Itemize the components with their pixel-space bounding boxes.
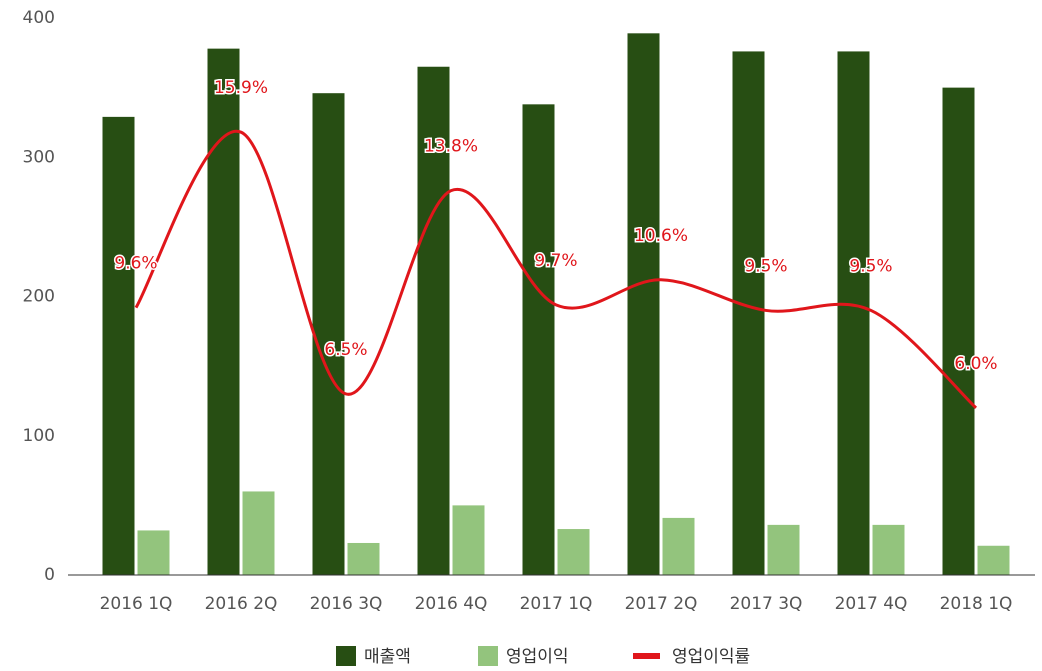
data-label: 6.0% <box>954 354 997 374</box>
bar <box>942 87 975 575</box>
data-label: 15.9% <box>214 78 268 98</box>
x-tick-label: 2016 3Q <box>310 594 383 614</box>
x-tick-label: 2017 3Q <box>730 594 803 614</box>
y-tick-label: 400 <box>23 8 55 28</box>
bar <box>242 491 275 575</box>
x-tick-label: 2016 1Q <box>100 594 173 614</box>
y-tick-label: 300 <box>23 147 55 167</box>
bar <box>312 93 345 575</box>
bar <box>347 542 380 575</box>
data-label: 9.7% <box>534 251 577 271</box>
x-tick-label: 2016 4Q <box>415 594 488 614</box>
legend-swatch <box>633 653 660 659</box>
x-tick-label: 2017 2Q <box>625 594 698 614</box>
data-label: 10.6% <box>634 226 688 246</box>
bar <box>557 529 590 575</box>
data-label: 9.5% <box>744 256 787 276</box>
bar <box>767 524 800 575</box>
x-tick-label: 2016 2Q <box>205 594 278 614</box>
legend-label: 영업이익률 <box>672 647 750 667</box>
data-label: 9.5% <box>849 256 892 276</box>
legend-label: 매출액 <box>364 647 411 667</box>
bar <box>102 116 135 576</box>
bar <box>872 524 905 575</box>
legend-swatch <box>336 646 356 666</box>
line <box>134 129 978 409</box>
bar <box>522 104 555 576</box>
y-tick-label: 200 <box>23 287 55 307</box>
x-tick-label: 2017 4Q <box>835 594 908 614</box>
bar <box>207 48 240 575</box>
bar <box>417 66 450 576</box>
legend-swatch <box>478 646 498 666</box>
x-tick-label: 2017 1Q <box>520 594 593 614</box>
y-tick-label: 0 <box>44 565 55 585</box>
bar <box>662 517 695 575</box>
data-label: 9.6% <box>114 254 157 274</box>
bar <box>627 33 660 575</box>
bar <box>732 51 765 576</box>
bar <box>977 545 1010 575</box>
y-tick-label: 100 <box>23 426 55 446</box>
data-label: 6.5% <box>324 340 367 360</box>
bar <box>137 530 170 575</box>
bar <box>452 505 485 575</box>
data-label: 13.8% <box>424 137 478 157</box>
legend-label: 영업이익 <box>506 647 569 667</box>
bar <box>837 51 870 576</box>
x-tick-label: 2018 1Q <box>940 594 1013 614</box>
